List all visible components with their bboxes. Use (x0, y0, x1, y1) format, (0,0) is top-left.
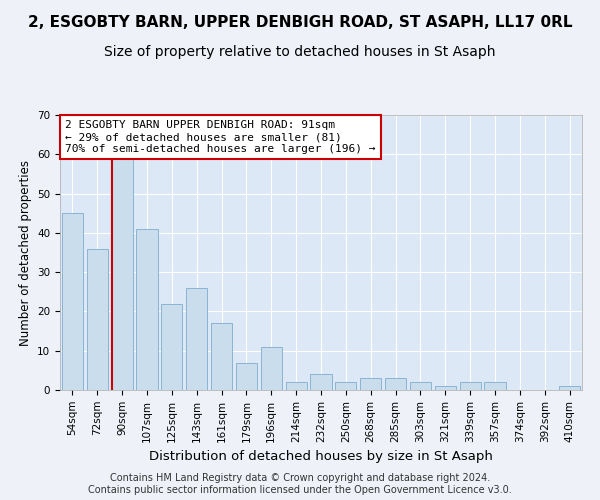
Bar (410, 382, 431, 390)
Bar (360, 378, 381, 390)
Bar (484, 382, 506, 390)
Bar (286, 382, 307, 390)
Bar (335, 382, 356, 390)
Bar (435, 386, 456, 390)
Y-axis label: Number of detached properties: Number of detached properties (19, 160, 32, 346)
X-axis label: Distribution of detached houses by size in St Asaph: Distribution of detached houses by size … (149, 450, 493, 463)
Bar (186, 288, 207, 390)
Bar (87, 248, 108, 390)
Bar (161, 304, 182, 390)
Text: 2, ESGOBTY BARN, UPPER DENBIGH ROAD, ST ASAPH, LL17 0RL: 2, ESGOBTY BARN, UPPER DENBIGH ROAD, ST … (28, 15, 572, 30)
Bar (310, 374, 332, 390)
Bar (559, 386, 580, 390)
Text: Size of property relative to detached houses in St Asaph: Size of property relative to detached ho… (104, 45, 496, 59)
Bar (236, 362, 257, 390)
Bar (385, 378, 406, 390)
Text: 2 ESGOBTY BARN UPPER DENBIGH ROAD: 91sqm
← 29% of detached houses are smaller (8: 2 ESGOBTY BARN UPPER DENBIGH ROAD: 91sqm… (65, 120, 376, 154)
Bar (112, 158, 133, 390)
Bar (136, 229, 158, 390)
Bar (211, 323, 232, 390)
Bar (261, 347, 282, 390)
Text: Contains HM Land Registry data © Crown copyright and database right 2024.
Contai: Contains HM Land Registry data © Crown c… (88, 474, 512, 495)
Bar (460, 382, 481, 390)
Bar (62, 213, 83, 390)
